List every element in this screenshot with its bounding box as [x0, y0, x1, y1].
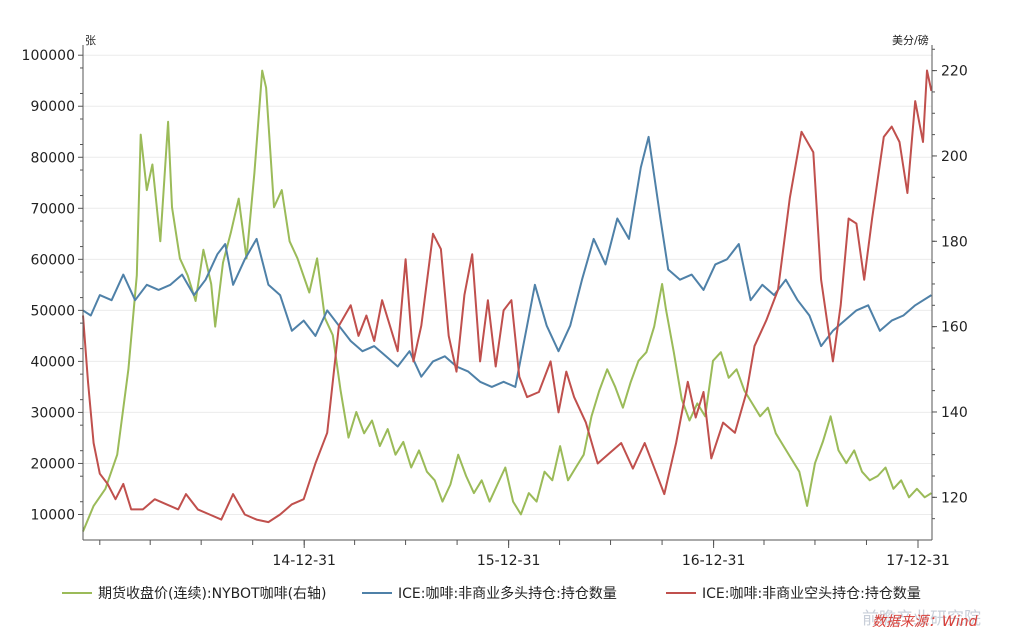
left-axis-unit: 张 [85, 34, 96, 47]
x-axis-ticks: 14-12-31 15-12-31 16-12-31 17-12-31 [99, 540, 950, 569]
source-note: 数据来源：Wind [872, 614, 978, 630]
right-tick-label: 180 [941, 234, 968, 250]
legend-item-short-positions[interactable]: ICE:咖啡:非商业空头持仓:持仓数量 [666, 586, 921, 602]
left-tick-label: 90000 [30, 99, 75, 115]
left-tick-label: 60000 [30, 252, 75, 268]
x-tick-label: 14-12-31 [272, 553, 336, 569]
legend: 期货收盘价(连续):NYBOT咖啡(右轴) ICE:咖啡:非商业多头持仓:持仓数… [62, 585, 921, 602]
left-axis-ticks: 10000 20000 30000 40000 50000 60000 70000 80000… [22, 48, 83, 523]
left-tick-label: 40000 [30, 354, 75, 370]
legend-item-long-positions[interactable]: ICE:咖啡:非商业多头持仓:持仓数量 [362, 585, 617, 602]
legend-label-coffee-futures: 期货收盘价(连续):NYBOT咖啡(右轴) [98, 585, 327, 602]
left-tick-label: 70000 [30, 201, 75, 217]
left-tick-label: 100000 [22, 48, 75, 64]
right-tick-label: 220 [941, 64, 968, 80]
left-tick-label: 50000 [30, 303, 75, 319]
series-lines [82, 69, 933, 532]
left-tick-label: 30000 [30, 405, 75, 421]
right-tick-label: 200 [941, 149, 968, 165]
left-tick-label: 10000 [30, 507, 75, 523]
x-tick-label: 16-12-31 [682, 553, 746, 569]
x-tick-label: 17-12-31 [886, 553, 950, 569]
series-short-positions-line [82, 69, 933, 524]
legend-item-coffee-futures[interactable]: 期货收盘价(连续):NYBOT咖啡(右轴) [62, 585, 327, 602]
x-tick-label: 15-12-31 [477, 553, 541, 569]
legend-label-short-positions: ICE:咖啡:非商业空头持仓:持仓数量 [702, 586, 921, 602]
axes [82, 45, 933, 541]
right-tick-label: 140 [941, 405, 968, 421]
right-tick-label: 160 [941, 320, 968, 336]
legend-label-long-positions: ICE:咖啡:非商业多头持仓:持仓数量 [398, 585, 617, 602]
left-tick-label: 80000 [30, 150, 75, 166]
right-axis-ticks: 120 140 160 180 200 220 [932, 48, 968, 520]
right-axis-unit: 美分/磅 [892, 33, 929, 47]
left-tick-label: 20000 [30, 456, 75, 472]
series-long-positions-line [82, 135, 932, 388]
series-coffee-futures-line [82, 69, 932, 532]
right-tick-label: 120 [941, 490, 968, 506]
watermark: 前瞻产业研究院 [862, 609, 981, 629]
